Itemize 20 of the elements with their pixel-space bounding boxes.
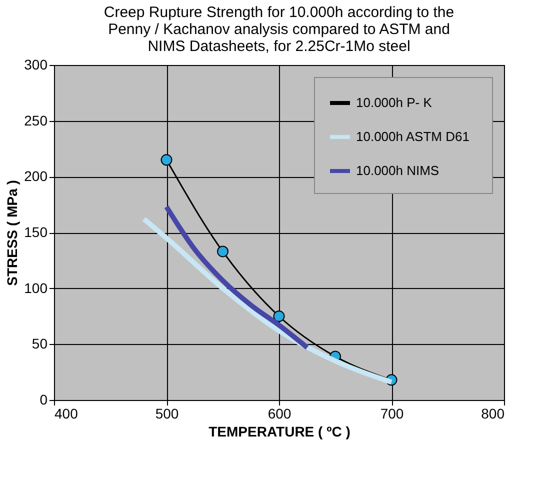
text: NIMS Datasheets, for 2.25Cr-1Mo steel <box>148 38 410 55</box>
x-axis-title: TEMPERATURE ( ºC ) <box>208 424 350 440</box>
x-tick-label: 700 <box>380 406 404 422</box>
x-tick-label: 500 <box>155 406 179 422</box>
y-tick-label: 150 <box>24 224 48 240</box>
legend-label: 10.000h P- K <box>356 95 432 110</box>
x-tick-label: 800 <box>481 406 505 422</box>
x-tick-label: 600 <box>268 406 292 422</box>
y-tick-label: 250 <box>24 112 48 128</box>
legend-label: 10.000h ASTM D61 <box>356 129 470 144</box>
y-tick-label: 0 <box>40 392 48 408</box>
y-tick-label: 200 <box>24 168 48 184</box>
y-axis-title: STRESS ( MPa ) <box>4 180 20 286</box>
text: Creep Rupture Strength for 10.000h according to the <box>104 4 454 21</box>
y-tick-label: 100 <box>24 280 48 296</box>
y-tick-label: 300 <box>24 56 48 72</box>
y-tick-label: 50 <box>32 336 48 352</box>
x-tick-label: 400 <box>54 406 78 422</box>
legend-label: 10.000h NIMS <box>356 163 440 178</box>
text: Penny / Kachanov analysis compared to ASTM and <box>108 21 450 38</box>
